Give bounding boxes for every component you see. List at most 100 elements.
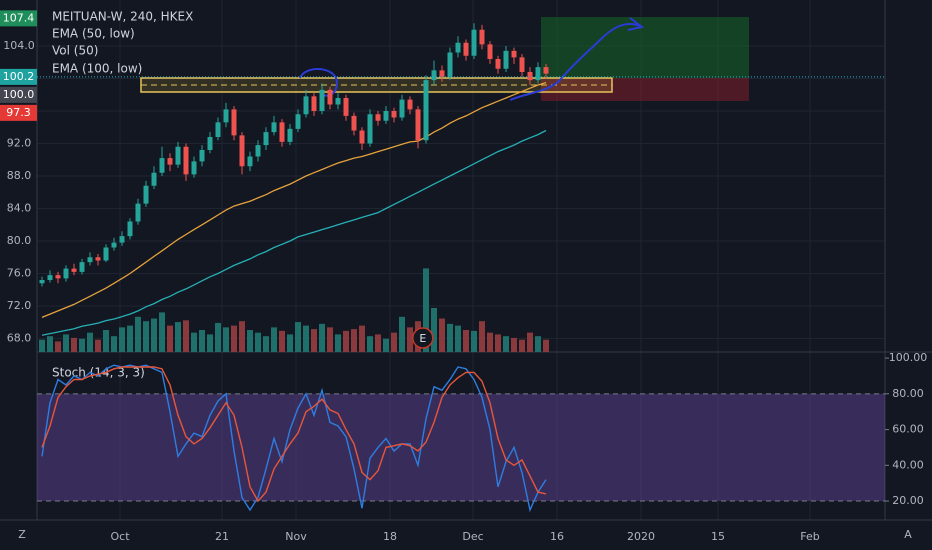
candle-body <box>71 268 77 272</box>
volume-bar <box>55 341 61 352</box>
candle-body <box>527 71 533 81</box>
volume-bar <box>143 321 149 352</box>
y-tick-label: 76.0 <box>7 267 32 280</box>
candle-body <box>447 52 453 77</box>
footer-icon[interactable]: Z <box>18 528 26 541</box>
candle-body <box>463 42 469 56</box>
candle-body <box>431 70 437 81</box>
candle-body <box>215 122 221 137</box>
candle-body <box>135 203 141 222</box>
candle-body <box>271 122 277 133</box>
volume-bar <box>127 325 133 352</box>
y-tick-label: 80.0 <box>7 234 32 247</box>
volume-bar <box>511 337 517 352</box>
position-loss-zone[interactable] <box>541 78 749 101</box>
volume-bar <box>471 330 477 352</box>
legend-entry[interactable]: EMA (50, low) <box>52 27 135 41</box>
candle-body <box>487 44 493 59</box>
candle-body <box>279 122 285 142</box>
volume-bar <box>151 318 157 352</box>
volume-bar <box>287 334 293 352</box>
y-tick-label: 104.0 <box>3 39 35 52</box>
grid <box>37 0 885 520</box>
candle-body <box>367 114 373 144</box>
candle-body <box>319 89 325 111</box>
x-tick-label: 18 <box>383 530 397 543</box>
candle-body <box>191 161 197 175</box>
volume-bar <box>239 321 245 352</box>
footer-icon[interactable]: A <box>904 528 912 541</box>
price-badge <box>0 86 37 103</box>
legend-entry[interactable]: EMA (100, low) <box>52 62 142 76</box>
y-tick-label: 68.0 <box>7 332 32 345</box>
volume-bar <box>407 327 413 352</box>
y-tick-label: 92.0 <box>7 136 32 149</box>
candle-body <box>151 172 157 186</box>
candle-body <box>127 221 133 237</box>
candle-body <box>335 97 341 105</box>
volume-bar <box>303 325 309 352</box>
price-badge <box>0 68 37 85</box>
candle-body <box>391 110 397 118</box>
x-tick-label: Feb <box>800 530 819 543</box>
legend-entry[interactable]: Vol (50) <box>52 44 98 58</box>
candle-body <box>479 29 485 45</box>
candle-body <box>39 280 45 284</box>
candle-body <box>351 115 357 131</box>
x-tick-label: 2020 <box>627 530 655 543</box>
volume-bar <box>215 322 221 352</box>
candle-body <box>263 132 269 146</box>
volume-bar <box>223 327 229 352</box>
candle-body <box>255 145 261 157</box>
y-tick-label: 100.00 <box>889 351 928 364</box>
volume-bar <box>111 336 117 352</box>
y-tick-label: 84.0 <box>7 202 32 215</box>
candle-body <box>231 109 237 136</box>
x-tick-label: 15 <box>711 530 725 543</box>
candle-body <box>143 185 149 204</box>
volume-bar <box>311 329 317 352</box>
volume-bar <box>463 330 469 352</box>
candle-body <box>223 109 229 123</box>
volume-bar <box>39 339 45 352</box>
volume-bar <box>503 336 509 352</box>
volume-bar <box>191 332 197 352</box>
volume-bar <box>263 336 269 352</box>
volume-bar <box>455 325 461 352</box>
candle-body <box>503 50 509 69</box>
event-label: E <box>419 332 426 345</box>
candle-body <box>383 110 389 121</box>
y-tick-label: 80.00 <box>892 387 924 400</box>
candle-body <box>423 80 429 141</box>
candle-body <box>111 242 117 248</box>
volume-bar <box>527 332 533 352</box>
candle-body <box>455 42 461 53</box>
volume-bar <box>351 329 357 352</box>
candle-body <box>327 89 333 105</box>
candle-body <box>175 146 181 165</box>
candle-body <box>183 146 189 175</box>
candle-body <box>543 67 549 74</box>
ema-line <box>41 81 547 319</box>
volume-bar <box>479 321 485 352</box>
hand-drawing[interactable] <box>509 22 641 101</box>
candle-body <box>287 128 293 142</box>
volume-bar <box>135 316 141 352</box>
event-marker[interactable] <box>412 327 434 349</box>
volume-bar <box>255 332 261 352</box>
position-profit-zone[interactable] <box>541 17 749 78</box>
volume-bar <box>207 334 213 352</box>
arrow-head <box>627 17 645 31</box>
volume-bar <box>535 336 541 352</box>
candle-body <box>47 275 53 281</box>
volume-bar <box>367 336 373 352</box>
volume-bar <box>271 327 277 352</box>
candle-body <box>375 114 381 121</box>
volume-bar <box>175 322 181 352</box>
stoch-line <box>41 364 547 513</box>
candle-body <box>311 96 317 111</box>
candle-body <box>207 136 213 150</box>
ema-line <box>41 129 547 336</box>
candle-body <box>247 156 253 167</box>
volume-bar <box>343 330 349 352</box>
